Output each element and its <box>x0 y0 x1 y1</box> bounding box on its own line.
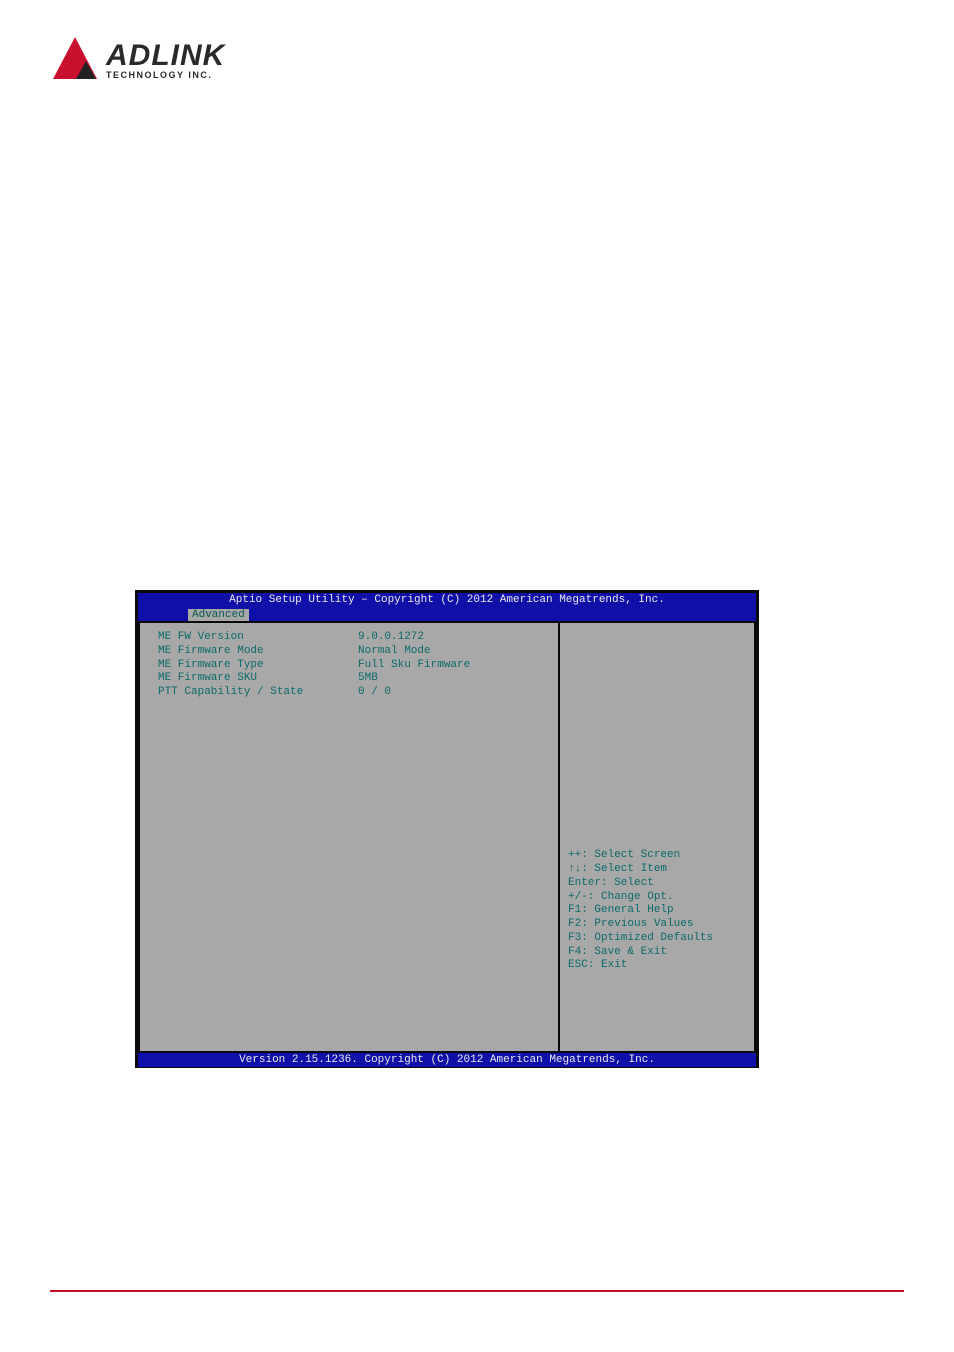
bios-right-pane: ++: Select Screen ↑↓: Select Item Enter:… <box>558 621 756 1053</box>
logo-triangle-black <box>76 61 96 79</box>
logo-main-text: ADLINK <box>106 41 225 71</box>
bios-row: PTT Capability / State 0 / 0 <box>158 686 552 700</box>
bios-window: Aptio Setup Utility – Copyright (C) 2012… <box>135 590 759 1068</box>
bios-row: ME Firmware Mode Normal Mode <box>158 645 552 659</box>
logo-text: ADLINK TECHNOLOGY INC. <box>106 41 225 80</box>
bios-titlebar: Aptio Setup Utility – Copyright (C) 2012… <box>138 593 756 621</box>
help-line: F2: Previous Values <box>568 918 746 932</box>
help-line: +/-: Change Opt. <box>568 891 746 905</box>
bios-value: 0 / 0 <box>358 686 552 700</box>
logo-mark <box>50 35 100 85</box>
bios-left-pane: ME FW Version 9.0.0.1272 ME Firmware Mod… <box>138 621 558 1053</box>
help-line: F1: General Help <box>568 904 746 918</box>
bios-value: Full Sku Firmware <box>358 659 552 673</box>
bios-value: Normal Mode <box>358 645 552 659</box>
bottom-rule <box>50 1290 904 1292</box>
adlink-logo: ADLINK TECHNOLOGY INC. <box>50 30 242 90</box>
bios-label: ME Firmware Type <box>158 659 358 673</box>
bios-help-block: ++: Select Screen ↑↓: Select Item Enter:… <box>568 849 746 973</box>
logo-sub-text: TECHNOLOGY INC. <box>106 71 225 80</box>
bios-row: ME Firmware Type Full Sku Firmware <box>158 659 552 673</box>
bios-label: ME FW Version <box>158 631 358 645</box>
help-line: Enter: Select <box>568 877 746 891</box>
help-line: ESC: Exit <box>568 959 746 973</box>
bios-row: ME Firmware SKU 5MB <box>158 672 552 686</box>
bios-footer: Version 2.15.1236. Copyright (C) 2012 Am… <box>138 1053 756 1067</box>
bios-body: ME FW Version 9.0.0.1272 ME Firmware Mod… <box>138 621 756 1053</box>
bios-label: ME Firmware Mode <box>158 645 358 659</box>
bios-row: ME FW Version 9.0.0.1272 <box>158 631 552 645</box>
help-line: ↑↓: Select Item <box>568 863 746 877</box>
bios-title: Aptio Setup Utility – Copyright (C) 2012… <box>138 594 756 608</box>
bios-label: PTT Capability / State <box>158 686 358 700</box>
help-line: F4: Save & Exit <box>568 946 746 960</box>
bios-label: ME Firmware SKU <box>158 672 358 686</box>
bios-value: 9.0.0.1272 <box>358 631 552 645</box>
help-line: F3: Optimized Defaults <box>568 932 746 946</box>
help-line: ++: Select Screen <box>568 849 746 863</box>
help-spacer <box>568 631 746 849</box>
bios-value: 5MB <box>358 672 552 686</box>
